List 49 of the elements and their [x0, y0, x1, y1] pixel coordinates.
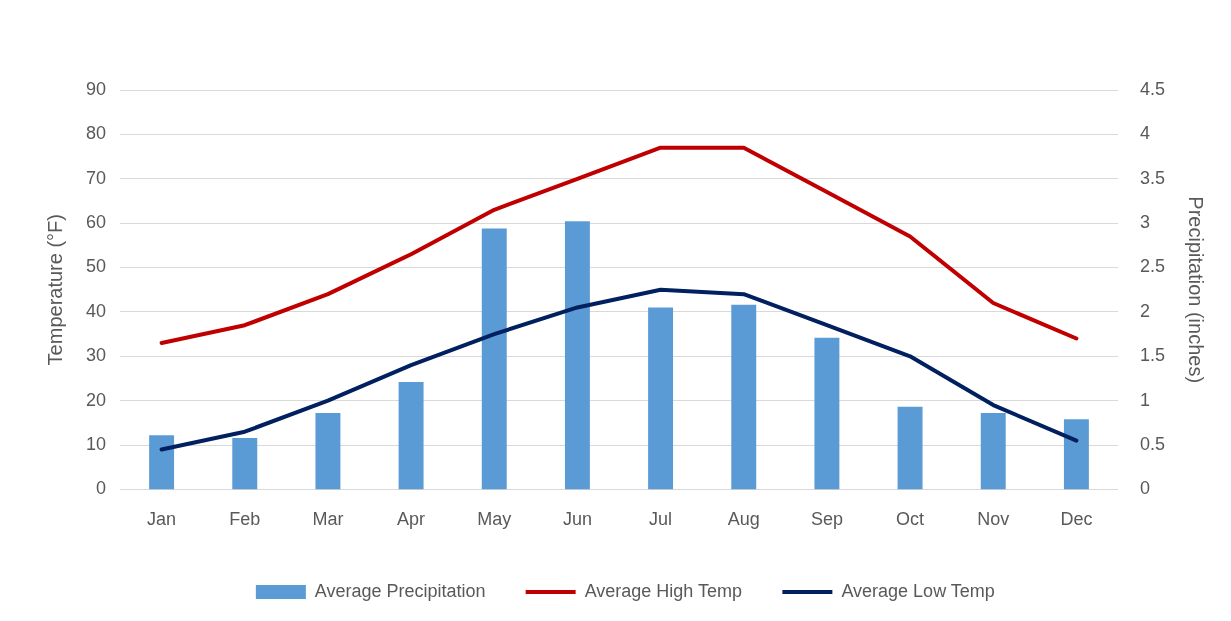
y2-tick-label: 4 — [1139, 123, 1150, 144]
x-tick-label: Jun — [562, 509, 592, 530]
legend-label: Average Low Temp — [841, 580, 995, 601]
y2-axis-title: Precipitation (inches) — [1185, 196, 1208, 384]
bar — [481, 228, 507, 490]
bar — [980, 413, 1006, 490]
y-tick-label: 80 — [85, 123, 107, 144]
y-tick-label: 70 — [85, 167, 107, 188]
y2-tick-label: 2.5 — [1139, 256, 1166, 277]
x-tick-label: Feb — [229, 509, 261, 530]
x-tick-label: Sep — [810, 509, 843, 530]
legend-label: Average Precipitation — [314, 580, 486, 601]
bar — [814, 337, 840, 490]
legend-label: Average High Temp — [584, 580, 743, 601]
bar — [731, 304, 757, 490]
bar — [897, 406, 923, 490]
y2-tick-label: 0.5 — [1139, 433, 1166, 454]
y2-tick-label: 1 — [1139, 389, 1150, 410]
y-tick-label: 30 — [85, 345, 107, 366]
y-axis-title: Temperature (°F) — [43, 214, 66, 366]
y-tick-label: 20 — [85, 389, 107, 410]
y-tick-label: 40 — [85, 300, 107, 321]
x-tick-label: Aug — [727, 509, 760, 530]
y2-tick-label: 4.5 — [1139, 78, 1166, 99]
x-tick-label: Dec — [1060, 509, 1093, 530]
y-tick-label: 0 — [96, 478, 107, 499]
y-tick-label: 10 — [85, 433, 107, 454]
y2-tick-label: 0 — [1139, 478, 1150, 499]
bar — [564, 221, 590, 490]
x-tick-label: May — [477, 509, 512, 530]
x-tick-label: Oct — [896, 509, 925, 530]
y-tick-label: 90 — [85, 78, 107, 99]
bar — [232, 437, 258, 490]
y2-tick-label: 3 — [1139, 212, 1150, 233]
bar — [398, 382, 424, 490]
y-tick-label: 60 — [85, 212, 107, 233]
bar — [149, 435, 175, 490]
y-tick-label: 50 — [85, 256, 107, 277]
y2-tick-label: 1.5 — [1139, 345, 1166, 366]
x-tick-label: Nov — [977, 509, 1010, 530]
x-tick-label: Jan — [147, 509, 177, 530]
x-tick-label: Jul — [649, 509, 673, 530]
y2-tick-label: 2 — [1139, 300, 1150, 321]
bar — [648, 307, 674, 490]
bar — [1063, 419, 1089, 490]
x-tick-label: Apr — [397, 509, 426, 530]
y2-tick-label: 3.5 — [1139, 167, 1166, 188]
bar — [315, 413, 341, 490]
x-tick-label: Mar — [312, 509, 344, 530]
